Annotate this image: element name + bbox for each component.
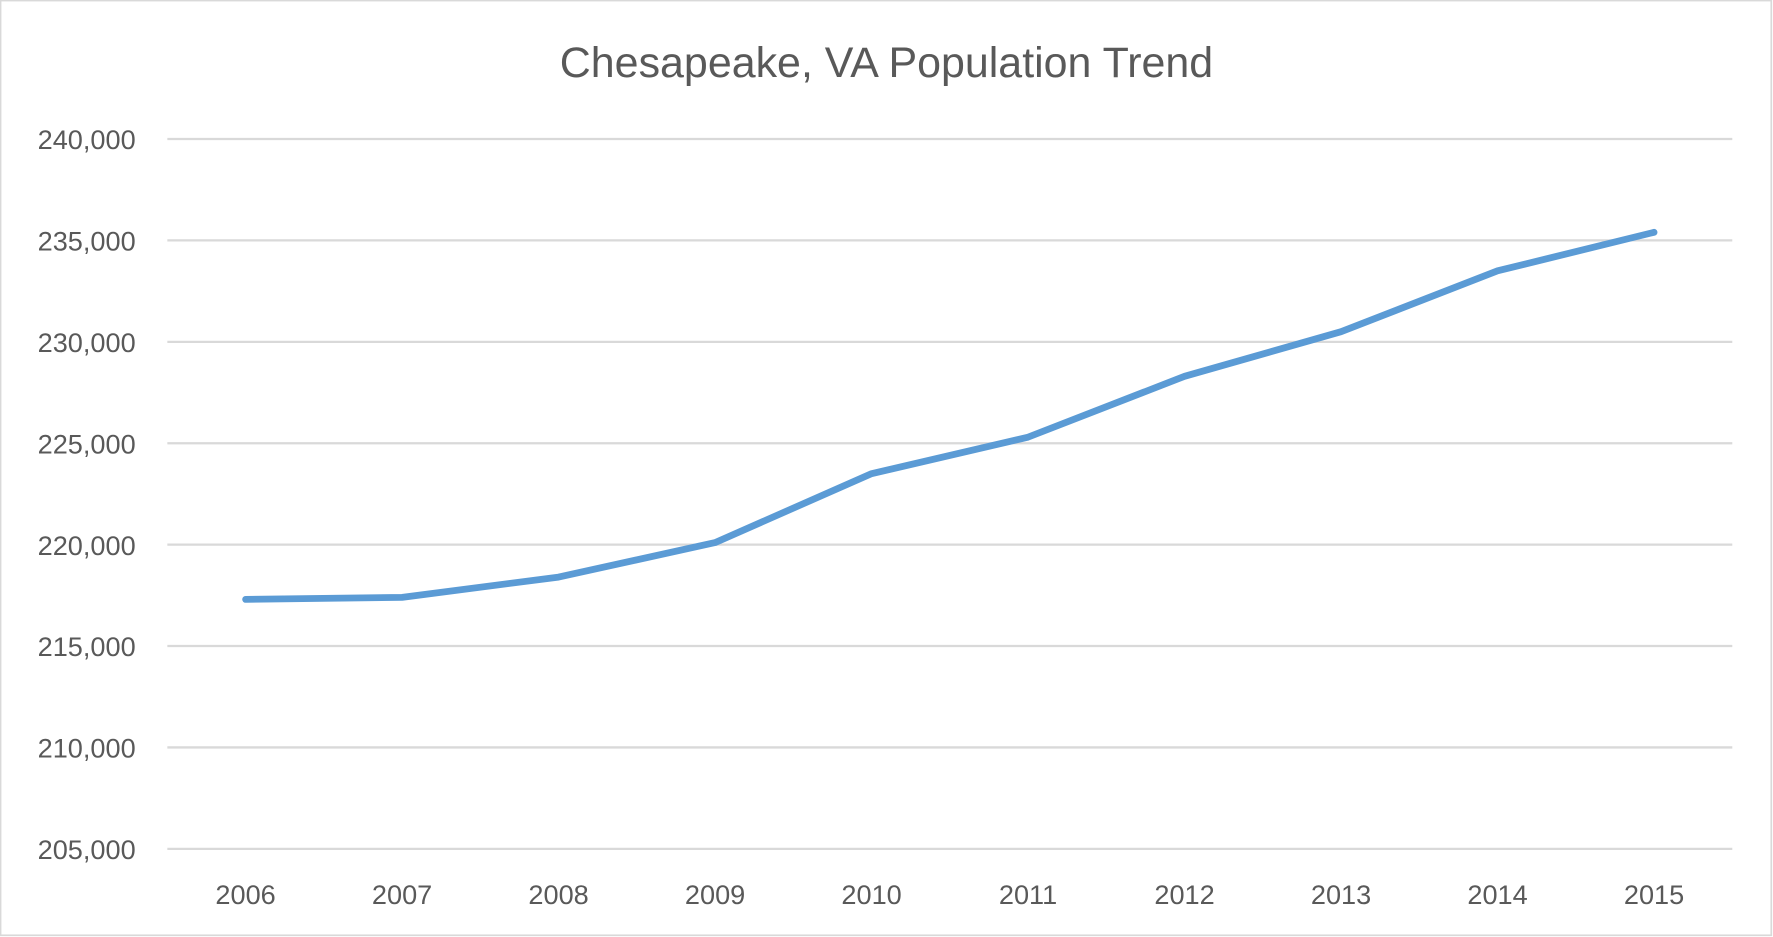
- y-tick-label: 225,000: [38, 428, 136, 459]
- y-tick-label: 210,000: [38, 733, 136, 764]
- y-tick-label: 205,000: [38, 834, 136, 865]
- series-layer: [242, 228, 1658, 603]
- gridlines: [167, 137, 1733, 850]
- x-tick-label: 2011: [999, 879, 1057, 910]
- y-tick-label: 240,000: [38, 124, 136, 155]
- x-tick-label: 2007: [372, 879, 432, 910]
- y-tick-label: 230,000: [38, 327, 136, 358]
- x-tick-label: 2010: [841, 879, 901, 910]
- x-tick-label: 2008: [528, 879, 588, 910]
- y-axis-ticks: 205,000 210,000 215,000 220,000 225,000 230,0…: [38, 124, 136, 865]
- chart-title: Chesapeake, VA Population Trend: [560, 39, 1213, 87]
- x-tick-label: 2013: [1311, 879, 1371, 910]
- y-tick-label: 220,000: [38, 530, 136, 561]
- x-axis-ticks: 2006 2007 2008 2009 2010 2011 2012 2013 2014 2015: [215, 879, 1684, 910]
- x-tick-label: 2015: [1624, 879, 1684, 910]
- x-tick-label: 2009: [685, 879, 745, 910]
- series-line: [242, 228, 1658, 603]
- x-tick-label: 2012: [1154, 879, 1214, 910]
- x-tick-label: 2014: [1467, 879, 1527, 910]
- x-tick-label: 2006: [215, 879, 275, 910]
- y-tick-label: 235,000: [38, 226, 136, 257]
- y-tick-label: 215,000: [38, 631, 136, 662]
